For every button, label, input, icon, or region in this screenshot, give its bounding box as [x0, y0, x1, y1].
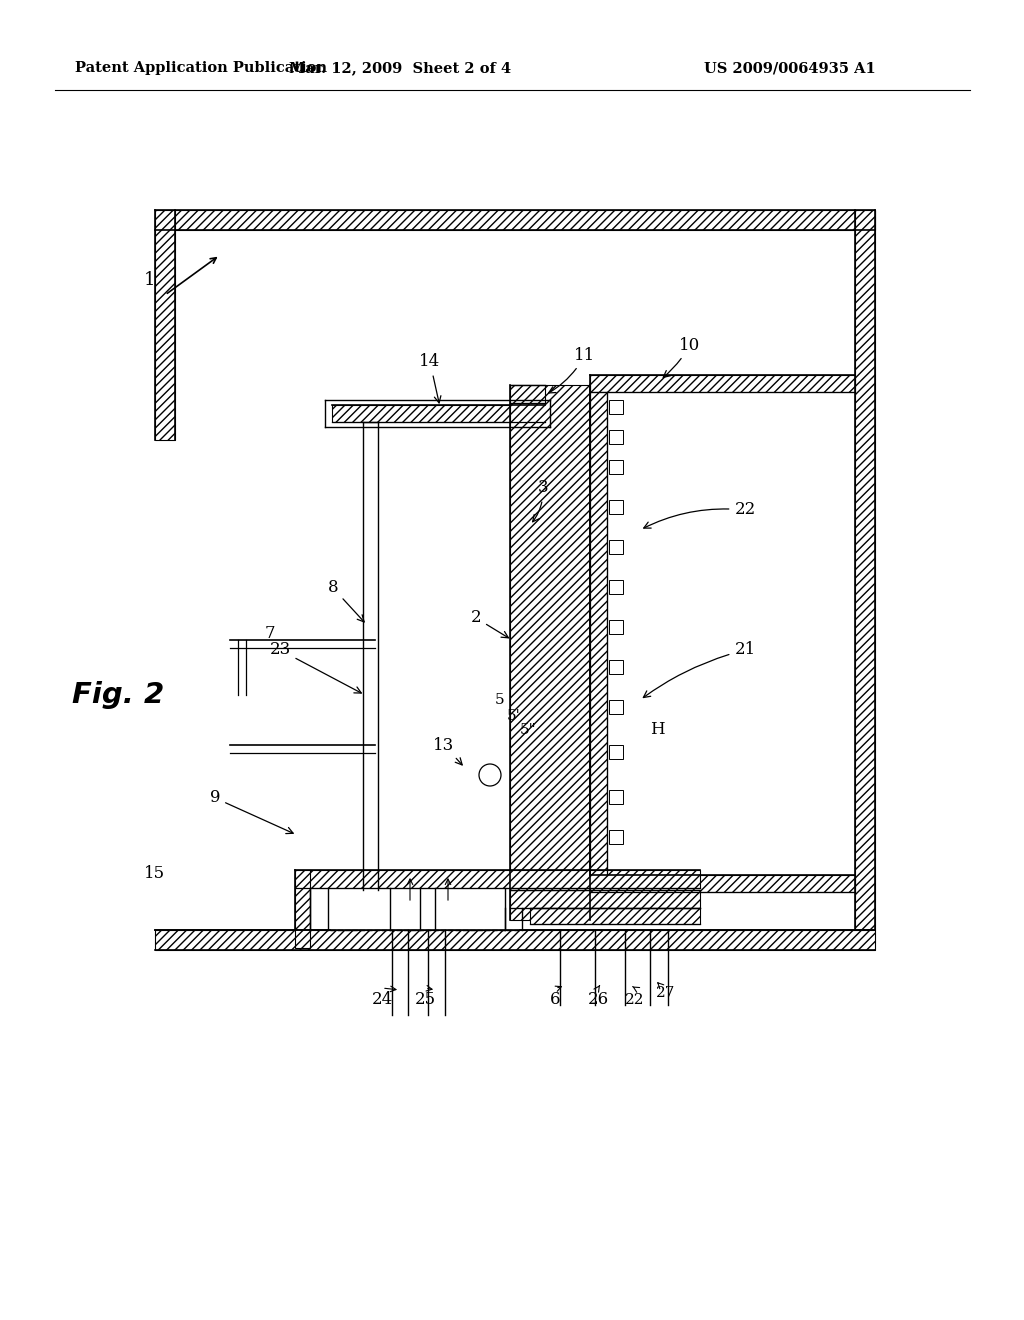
- Text: 22: 22: [644, 502, 756, 528]
- Bar: [609, 400, 623, 414]
- Text: 24: 24: [372, 991, 392, 1008]
- Bar: [609, 700, 623, 714]
- Text: 26: 26: [588, 991, 608, 1008]
- Text: 2: 2: [471, 610, 509, 638]
- Bar: [510, 385, 545, 403]
- Text: Mar. 12, 2009  Sheet 2 of 4: Mar. 12, 2009 Sheet 2 of 4: [289, 61, 511, 75]
- Text: 25: 25: [415, 991, 435, 1008]
- Bar: [590, 392, 607, 875]
- Text: 10: 10: [664, 337, 700, 378]
- Text: 3: 3: [532, 479, 548, 521]
- Text: 1: 1: [144, 271, 156, 289]
- Bar: [155, 931, 874, 950]
- Bar: [609, 459, 623, 474]
- Bar: [332, 405, 545, 422]
- Text: 5': 5': [507, 709, 521, 723]
- Text: Fig. 2: Fig. 2: [72, 681, 164, 709]
- Bar: [609, 660, 623, 675]
- Text: 22: 22: [626, 993, 645, 1007]
- Text: 13: 13: [433, 737, 462, 764]
- Text: 9: 9: [210, 789, 293, 833]
- Bar: [590, 375, 855, 392]
- Text: 6: 6: [550, 991, 560, 1008]
- Text: H: H: [649, 722, 665, 738]
- Bar: [609, 500, 623, 513]
- Bar: [609, 744, 623, 759]
- Text: 7: 7: [264, 624, 275, 642]
- Text: US 2009/0064935 A1: US 2009/0064935 A1: [705, 61, 876, 75]
- Bar: [609, 430, 623, 444]
- Text: 11: 11: [549, 346, 596, 393]
- Bar: [510, 890, 700, 908]
- Text: 27: 27: [656, 986, 676, 1001]
- Bar: [155, 210, 175, 440]
- Bar: [609, 540, 623, 554]
- Text: 5": 5": [520, 723, 537, 737]
- Bar: [530, 908, 700, 924]
- Bar: [510, 385, 590, 920]
- Bar: [295, 870, 310, 948]
- Bar: [155, 210, 874, 230]
- Bar: [590, 875, 855, 892]
- Bar: [855, 210, 874, 931]
- Text: 21: 21: [643, 642, 756, 697]
- Bar: [609, 789, 623, 804]
- Text: 5: 5: [496, 693, 505, 708]
- Text: Patent Application Publication: Patent Application Publication: [75, 61, 327, 75]
- Text: 15: 15: [144, 865, 166, 882]
- Bar: [609, 830, 623, 843]
- Text: 8: 8: [328, 579, 365, 622]
- Bar: [295, 870, 700, 888]
- Text: 14: 14: [420, 354, 441, 403]
- Text: 23: 23: [269, 642, 361, 693]
- Bar: [609, 579, 623, 594]
- Bar: [609, 620, 623, 634]
